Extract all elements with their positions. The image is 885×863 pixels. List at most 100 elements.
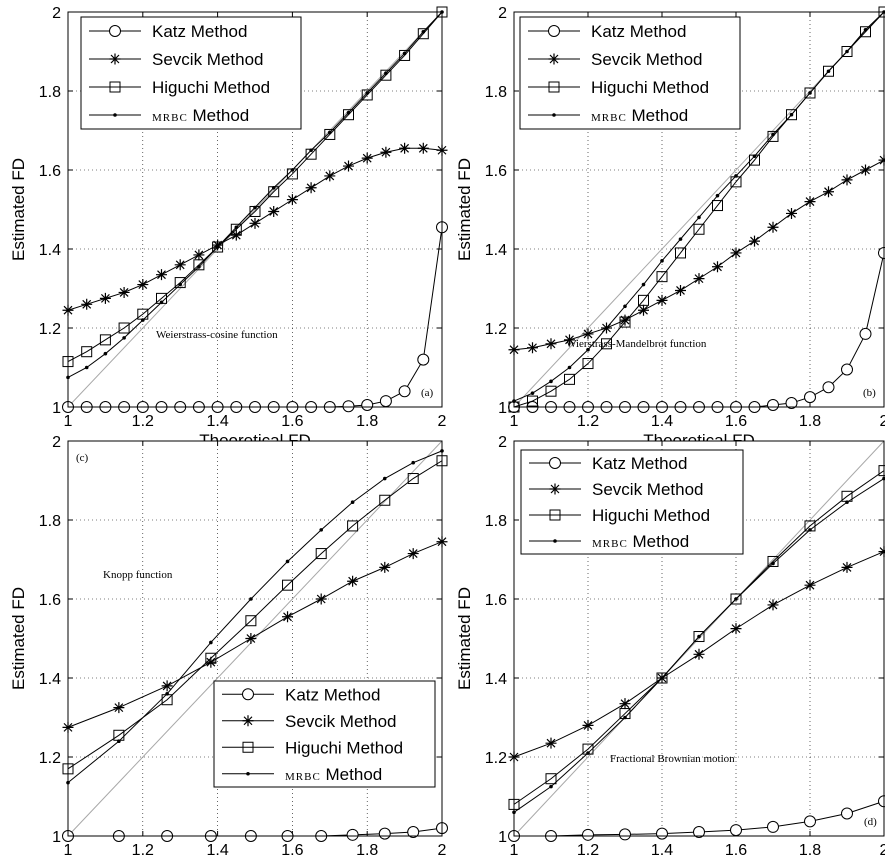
- data-point-circle: [656, 827, 668, 840]
- legend-label-circle: Katz Method: [591, 22, 686, 41]
- data-point-dot: [697, 634, 701, 639]
- x-tick-label: 1.6: [281, 413, 303, 430]
- x-axis-label: Theoretical FD: [643, 860, 754, 863]
- legend-label-dot: MRBC Method: [592, 532, 689, 551]
- data-point-star: [193, 249, 205, 261]
- x-tick-label: 1.2: [132, 842, 154, 859]
- data-point-star: [693, 648, 705, 660]
- data-point-square: [347, 520, 359, 532]
- data-point-square: [193, 259, 205, 271]
- legend-label-square: Higuchi Method: [592, 506, 710, 525]
- axes-frame: [513, 11, 885, 408]
- data-point-dot: [715, 193, 720, 198]
- data-point-circle: [693, 826, 705, 839]
- data-point-circle: [407, 826, 420, 839]
- x-tick-label: 2: [438, 413, 447, 430]
- legend: Katz Method Sevcik Method Higuchi Method MR…: [80, 16, 302, 130]
- data-point-dot: [641, 282, 646, 287]
- data-point-circle: [378, 827, 391, 840]
- data-point-star: [305, 182, 317, 194]
- data-point-star: [619, 314, 631, 326]
- data-point-star: [113, 702, 125, 714]
- y-tick-label: 1.2: [39, 750, 61, 767]
- data-point-circle: [785, 397, 798, 410]
- data-point-circle: [342, 400, 355, 413]
- data-point-star: [582, 719, 594, 731]
- y-tick-label: 2: [498, 5, 507, 22]
- data-point-star: [286, 194, 298, 206]
- legend-marker-circle: [548, 25, 560, 37]
- y-tick-label: 2: [52, 5, 61, 22]
- legend-marker-dot: [113, 113, 117, 117]
- data-point-dot: [319, 528, 323, 532]
- legend-marker-dot: [246, 771, 250, 776]
- data-point-star: [619, 698, 631, 710]
- series-circle: [62, 221, 448, 413]
- data-point-star: [268, 205, 280, 217]
- data-point-square: [380, 69, 392, 81]
- data-point-star: [582, 328, 594, 340]
- data-point-dot: [863, 27, 868, 32]
- panel-label: (c): [76, 452, 89, 464]
- legend-label-square: Higuchi Method: [285, 738, 403, 757]
- data-point-dot: [586, 347, 590, 352]
- x-tick-label: 1.2: [577, 842, 599, 859]
- data-point-square: [841, 46, 853, 57]
- data-point-dot: [808, 528, 812, 532]
- data-point-dot: [328, 130, 332, 135]
- legend-marker-star: [242, 715, 254, 727]
- data-point-square: [804, 87, 816, 99]
- data-point-dot: [350, 500, 355, 505]
- data-point-dot: [309, 148, 313, 153]
- legend-label-star: Sevcik Method: [591, 50, 703, 69]
- data-point-square: [324, 128, 336, 140]
- data-point-dot: [178, 282, 182, 287]
- x-tick-label: 2: [880, 413, 885, 430]
- data-point-circle: [346, 828, 359, 841]
- data-point-square: [212, 241, 224, 253]
- axes-frame: [67, 11, 443, 408]
- data-point-square: [205, 652, 217, 664]
- legend-marker-square: [109, 81, 121, 93]
- x-tick-label: 1.2: [132, 413, 154, 430]
- data-point-square: [675, 247, 686, 259]
- data-point-square: [638, 294, 649, 306]
- data-point-square: [693, 631, 705, 643]
- axes-frame: [513, 440, 885, 837]
- data-point-circle: [619, 828, 631, 841]
- legend-marker-square: [242, 741, 254, 753]
- data-point-dot: [567, 365, 572, 370]
- axes-frame: [67, 440, 443, 837]
- data-point-star: [564, 334, 575, 346]
- legend-marker-dot: [553, 539, 557, 543]
- data-point-circle: [361, 399, 374, 412]
- data-point-square: [860, 26, 871, 38]
- y-tick-label: 1.4: [485, 242, 507, 259]
- legend-marker-circle: [109, 25, 121, 37]
- data-point-dot: [365, 91, 370, 95]
- data-point-square: [545, 773, 557, 785]
- legend-label-dot: MRBC Method: [591, 106, 688, 125]
- data-point-star: [174, 259, 186, 271]
- data-point-star: [527, 342, 538, 354]
- data-point-dot: [586, 751, 590, 755]
- data-point-star: [99, 292, 111, 304]
- y-tick-label: 1.8: [485, 513, 507, 530]
- series-star: [62, 142, 448, 316]
- reference-line: [67, 11, 443, 408]
- data-point-star: [675, 284, 686, 296]
- y-tick-label: 1.6: [485, 163, 507, 180]
- data-point-square: [379, 494, 391, 506]
- x-axis-label: Theoretical FD: [199, 860, 310, 863]
- data-point-dot: [604, 326, 609, 330]
- data-point-dot: [234, 225, 239, 230]
- data-point-square: [417, 28, 429, 40]
- legend-label-dot: MRBC Method: [152, 106, 249, 125]
- data-point-square: [118, 322, 130, 334]
- y-axis-label: Estimated FD: [9, 587, 28, 690]
- data-point-dot: [549, 784, 553, 789]
- data-point-circle: [417, 353, 430, 366]
- x-tick-label: 1.4: [206, 842, 228, 859]
- data-point-square: [767, 130, 779, 142]
